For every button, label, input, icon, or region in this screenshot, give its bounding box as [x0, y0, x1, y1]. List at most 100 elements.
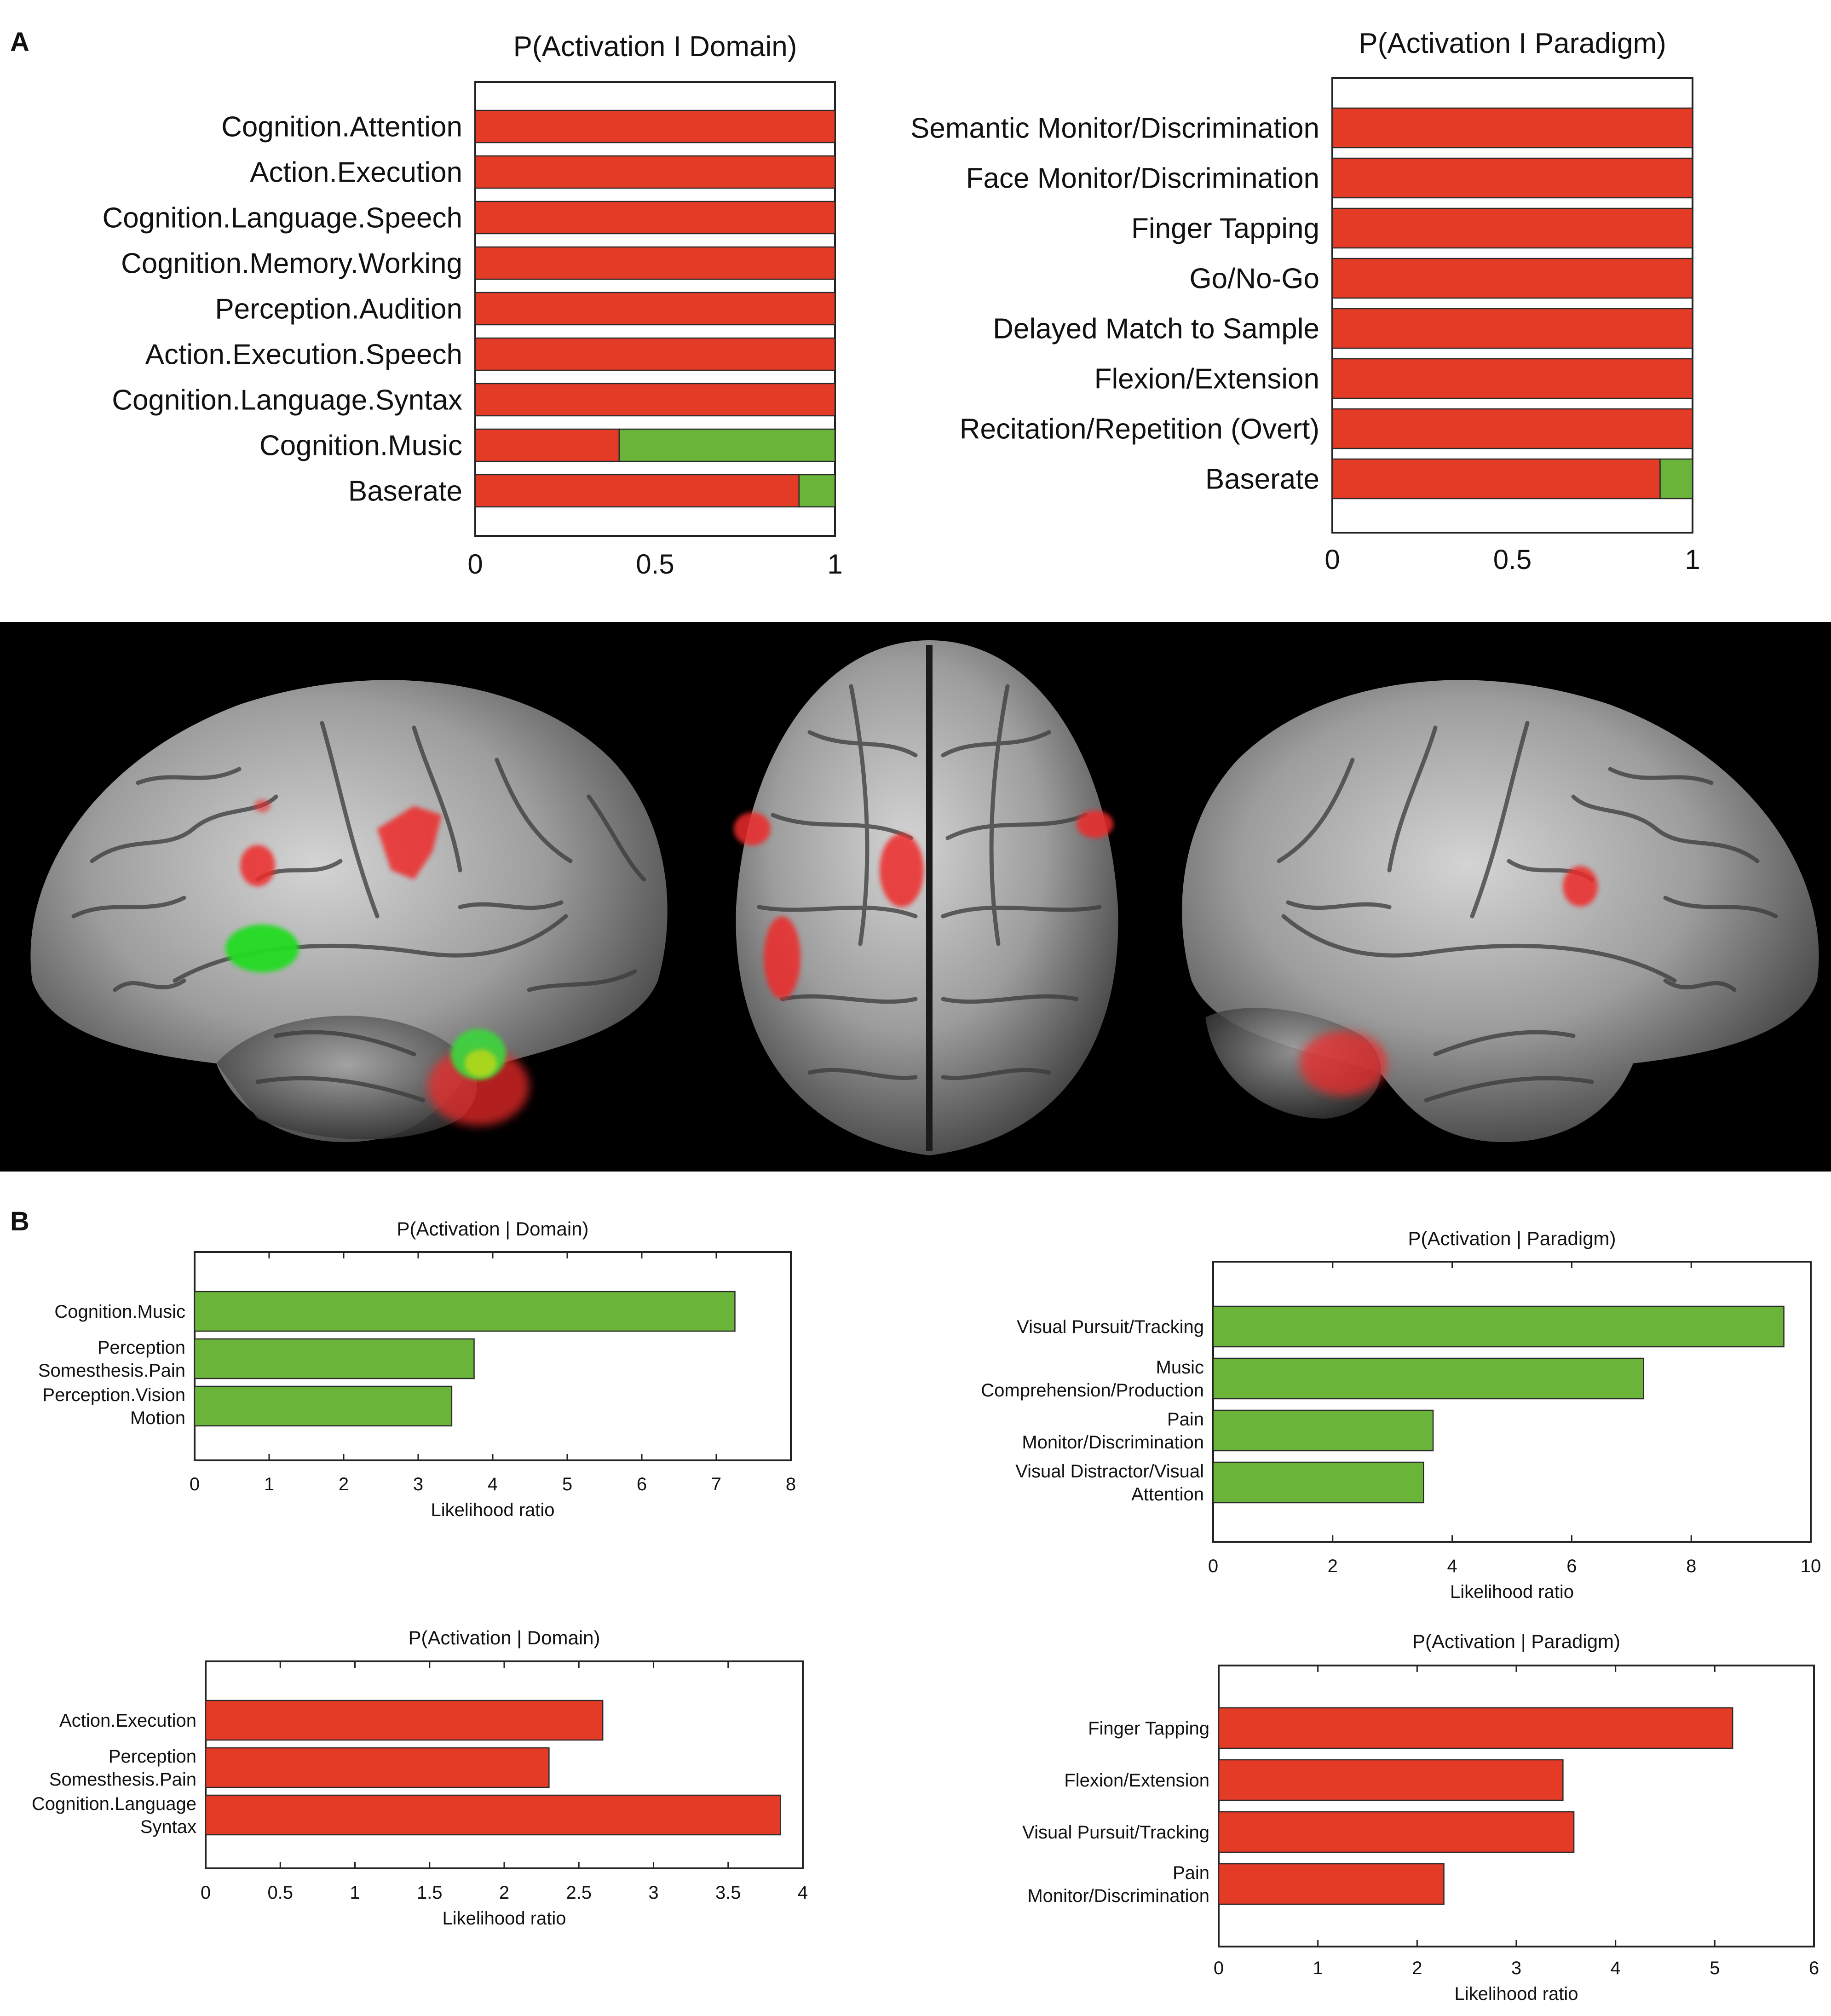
- x-tick-label-0: 0: [1324, 544, 1340, 575]
- category-label-2: Visual Pursuit/Tracking: [1022, 1822, 1209, 1843]
- x-tick-label-1: 1: [264, 1474, 274, 1494]
- category-label-3-line-1: Attention: [1131, 1484, 1204, 1505]
- left-lateral-brain-icon: [30, 680, 668, 1143]
- x-tick-label-3: 6: [1566, 1556, 1577, 1576]
- x-tick-label-2: 1: [1685, 544, 1700, 575]
- x-tick-label-4: 2: [499, 1883, 509, 1903]
- category-label-1: Face Monitor/Discrimination: [966, 163, 1319, 195]
- category-label-2: Cognition.Language.Speech: [102, 202, 462, 234]
- bar-2-0: [205, 1794, 781, 1836]
- bar-1-0: [1212, 1357, 1644, 1400]
- bar-1-0: [1218, 1759, 1564, 1801]
- bar-7-1: [1659, 458, 1693, 500]
- category-label-3-line-0: Pain: [1173, 1863, 1209, 1883]
- bar-4-0: [1331, 308, 1693, 349]
- x-tick-label-7: 7: [711, 1474, 721, 1494]
- bar-0-0: [1212, 1305, 1785, 1348]
- chart-title: P(Activation I Domain): [513, 31, 797, 63]
- x-tick-label-6: 6: [1809, 1958, 1819, 1978]
- dorsal-brain-icon: [734, 640, 1118, 1155]
- category-label-2-line-0: Cognition.Language: [32, 1794, 196, 1814]
- x-tick-label-3: 3: [413, 1474, 423, 1494]
- x-tick-label-2: 1: [350, 1883, 360, 1903]
- bar-0-0: [474, 109, 836, 144]
- category-label-3: Go/No-Go: [1189, 263, 1319, 295]
- chart-title: P(Activation | Domain): [408, 1627, 600, 1648]
- category-label-7: Cognition.Music: [259, 430, 462, 462]
- x-tick-label-0: 0: [201, 1883, 211, 1903]
- category-label-4: Perception.Audition: [215, 293, 462, 325]
- bar-0-0: [1331, 107, 1693, 149]
- bar-0-0: [205, 1700, 604, 1741]
- x-tick-label-7: 3.5: [715, 1883, 741, 1903]
- bar-4-0: [474, 292, 836, 326]
- x-axis-label: Likelihood ratio: [431, 1500, 554, 1520]
- bar-6-0: [1331, 408, 1693, 449]
- x-tick-label-0: 0: [467, 549, 483, 580]
- category-label-8: Baserate: [348, 476, 462, 507]
- category-label-2-line-1: Monitor/Discrimination: [1022, 1432, 1204, 1453]
- x-tick-label-2: 2: [339, 1474, 349, 1494]
- category-label-2: Finger Tapping: [1131, 213, 1319, 245]
- x-axis-label: Likelihood ratio: [1454, 1984, 1578, 2004]
- bar-2-0: [1212, 1409, 1434, 1452]
- bar-3-0: [474, 246, 836, 280]
- bar-2-0: [474, 201, 836, 235]
- bar-1-0: [205, 1747, 550, 1788]
- brain-views: [0, 622, 1831, 1172]
- x-tick-label-3: 1.5: [417, 1883, 443, 1903]
- panel-label-a: A: [10, 27, 29, 57]
- chart-title: P(Activation | Paradigm): [1412, 1631, 1620, 1652]
- x-tick-label-0: 0: [1208, 1556, 1218, 1576]
- category-label-0: Cognition.Music: [54, 1302, 185, 1322]
- bar-0-0: [194, 1291, 736, 1332]
- x-tick-label-0: 0: [190, 1474, 200, 1494]
- category-label-3-line-0: Visual Distractor/Visual: [1015, 1461, 1204, 1482]
- bar-2-0: [1331, 207, 1693, 249]
- category-label-1-line-0: Perception: [109, 1746, 196, 1767]
- category-label-1-line-1: Somesthesis.Pain: [38, 1361, 185, 1381]
- x-tick-label-1: 0.5: [1493, 544, 1532, 575]
- category-label-7: Baserate: [1205, 464, 1319, 495]
- plot-frame: [1331, 77, 1693, 534]
- bar-2-0: [1218, 1811, 1575, 1853]
- x-tick-label-1: 0.5: [267, 1883, 293, 1903]
- chart-title: P(Activation | Domain): [397, 1218, 588, 1240]
- x-tick-label-1: 2: [1328, 1556, 1338, 1576]
- x-tick-label-5: 10: [1801, 1556, 1821, 1576]
- x-tick-label-1: 1: [1313, 1958, 1323, 1978]
- x-tick-label-8: 4: [798, 1883, 808, 1903]
- bar-2-0: [194, 1385, 453, 1427]
- x-tick-label-1: 0.5: [636, 549, 674, 580]
- category-label-2-line-1: Syntax: [140, 1817, 196, 1837]
- bar-8-1: [798, 474, 836, 508]
- x-tick-label-4: 4: [1611, 1958, 1621, 1978]
- bar-0-0: [1218, 1707, 1733, 1749]
- category-label-2-line-0: Pain: [1167, 1409, 1204, 1430]
- category-label-6: Recitation/Repetition (Overt): [960, 414, 1319, 445]
- right-lateral-brain-icon: [1182, 680, 1819, 1143]
- category-label-1-line-1: Somesthesis.Pain: [49, 1769, 196, 1790]
- bar-3-0: [1212, 1461, 1424, 1504]
- bar-7-0: [1331, 458, 1661, 500]
- category-label-3-line-1: Monitor/Discrimination: [1027, 1886, 1209, 1906]
- category-label-1-line-0: Music: [1156, 1357, 1204, 1378]
- x-tick-label-6: 3: [648, 1883, 658, 1903]
- x-tick-label-0: 0: [1214, 1958, 1224, 1978]
- x-tick-label-2: 2: [1412, 1958, 1422, 1978]
- bar-1-0: [474, 155, 836, 189]
- category-label-1-line-1: Comprehension/Production: [981, 1380, 1204, 1401]
- category-label-2-line-1: Motion: [130, 1408, 185, 1428]
- x-tick-label-4: 8: [1686, 1556, 1696, 1576]
- category-label-3: Cognition.Memory.Working: [121, 248, 462, 280]
- category-label-5: Action.Execution.Speech: [145, 339, 462, 371]
- x-tick-label-8: 8: [786, 1474, 796, 1494]
- x-tick-label-5: 5: [1710, 1958, 1720, 1978]
- bar-1-0: [194, 1338, 475, 1379]
